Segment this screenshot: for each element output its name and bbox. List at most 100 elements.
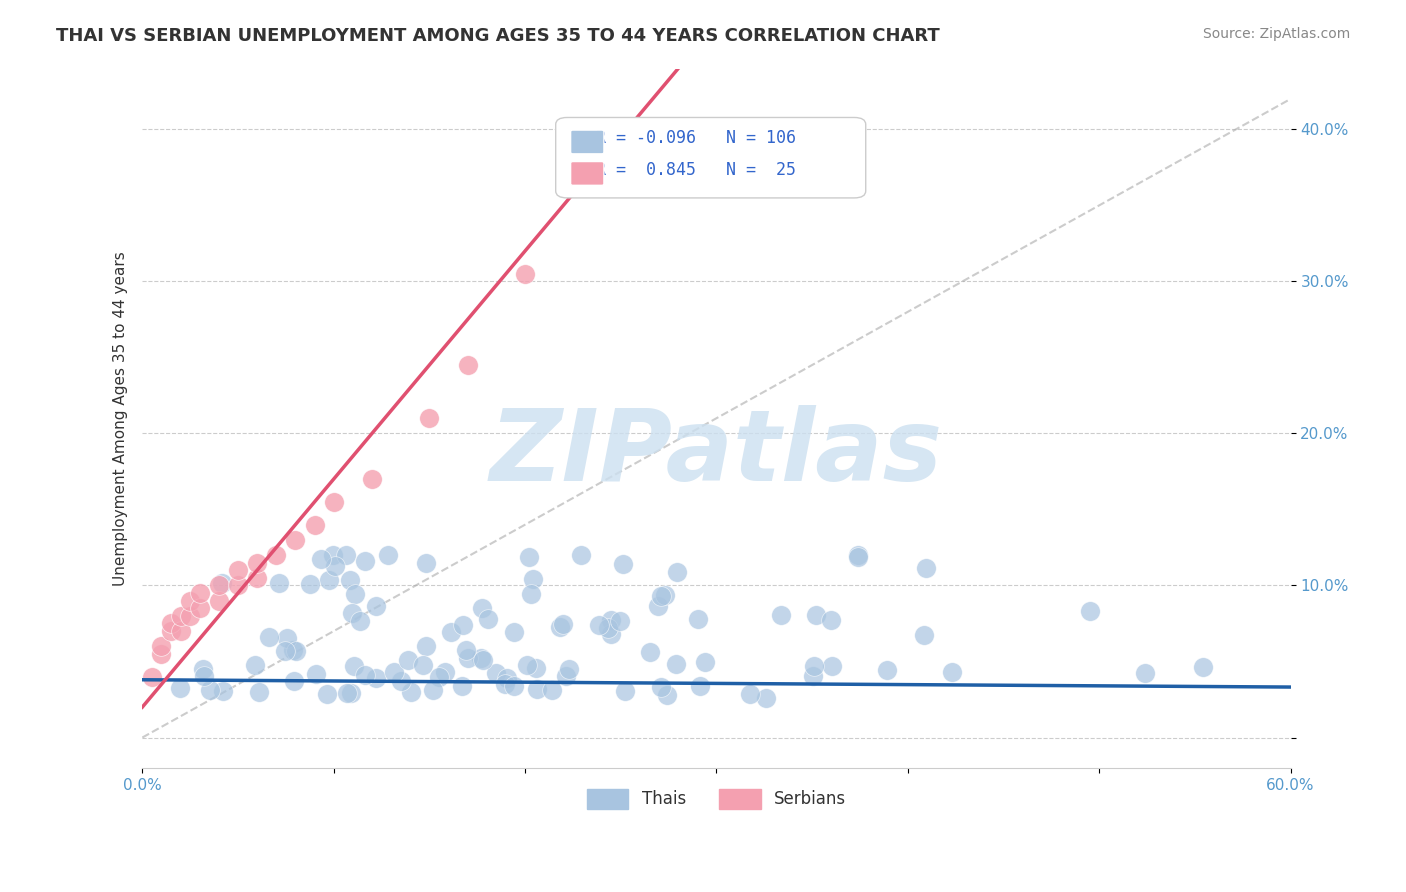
Point <box>548 619 571 633</box>
Point <box>285 644 308 658</box>
Point <box>541 683 564 698</box>
Point <box>454 643 477 657</box>
Point <box>343 658 366 673</box>
Point <box>377 548 399 562</box>
Point <box>516 658 538 673</box>
Point <box>422 682 444 697</box>
Point <box>513 267 536 281</box>
FancyBboxPatch shape <box>571 161 605 186</box>
Point <box>188 601 211 615</box>
Y-axis label: Unemployment Among Ages 35 to 44 years: Unemployment Among Ages 35 to 44 years <box>114 251 128 586</box>
Point <box>1192 660 1215 674</box>
Text: R = -0.096   N = 106: R = -0.096 N = 106 <box>596 129 796 147</box>
Point <box>226 578 249 592</box>
Point <box>283 674 305 689</box>
Point <box>349 615 371 629</box>
Point <box>412 657 434 672</box>
Point <box>396 652 419 666</box>
Point <box>555 669 578 683</box>
Point <box>596 621 619 635</box>
Point <box>485 665 508 680</box>
Text: R =  0.845   N =  25: R = 0.845 N = 25 <box>596 161 796 179</box>
Point <box>820 613 842 627</box>
Point <box>311 552 333 566</box>
Point <box>457 358 479 372</box>
Point <box>141 670 163 684</box>
Point <box>804 608 827 623</box>
Text: THAI VS SERBIAN UNEMPLOYMENT AMONG AGES 35 TO 44 YEARS CORRELATION CHART: THAI VS SERBIAN UNEMPLOYMENT AMONG AGES … <box>56 27 941 45</box>
FancyBboxPatch shape <box>571 130 605 153</box>
Point <box>415 639 437 653</box>
Point <box>246 556 269 570</box>
Point <box>353 668 375 682</box>
Point <box>276 631 298 645</box>
Point <box>340 685 363 699</box>
Point <box>212 684 235 698</box>
Point <box>876 663 898 677</box>
Point <box>267 576 290 591</box>
Point <box>655 688 678 702</box>
Point <box>609 615 631 629</box>
Point <box>477 612 499 626</box>
Point <box>1078 605 1101 619</box>
Point <box>666 566 689 580</box>
Point <box>179 593 201 607</box>
Point <box>399 685 422 699</box>
Point <box>339 573 361 587</box>
Legend: Thais, Serbians: Thais, Serbians <box>579 782 853 815</box>
Point <box>179 608 201 623</box>
Point <box>305 666 328 681</box>
Point <box>650 589 672 603</box>
Point <box>382 665 405 679</box>
Point <box>322 548 344 562</box>
Point <box>526 681 548 696</box>
Point <box>188 586 211 600</box>
Text: Source: ZipAtlas.com: Source: ZipAtlas.com <box>1202 27 1350 41</box>
Point <box>693 655 716 669</box>
Point <box>364 671 387 685</box>
Point <box>686 612 709 626</box>
Point <box>246 571 269 585</box>
Point <box>600 613 623 627</box>
Point <box>569 548 592 562</box>
Point <box>801 669 824 683</box>
Point <box>647 599 669 613</box>
Point <box>340 606 363 620</box>
Point <box>169 624 191 639</box>
Point <box>418 411 440 425</box>
Point <box>336 686 359 700</box>
Point <box>427 670 450 684</box>
Point <box>226 563 249 577</box>
Point <box>245 658 267 673</box>
Point <box>364 599 387 613</box>
Point <box>354 554 377 568</box>
Point <box>249 684 271 698</box>
Point <box>299 576 322 591</box>
Point <box>457 651 479 665</box>
Point <box>471 600 494 615</box>
Point <box>803 659 825 673</box>
Point <box>912 628 935 642</box>
Point <box>361 472 384 486</box>
Point <box>169 608 191 623</box>
Point <box>524 661 547 675</box>
Point <box>689 679 711 693</box>
Point <box>200 683 222 698</box>
Point <box>284 533 307 547</box>
Point <box>322 495 344 509</box>
Point <box>150 640 173 654</box>
Point <box>600 627 623 641</box>
Point <box>208 578 231 592</box>
Point <box>638 645 661 659</box>
Point <box>169 681 191 695</box>
Point <box>451 618 474 632</box>
Point <box>439 624 461 639</box>
Point <box>434 665 457 680</box>
FancyBboxPatch shape <box>555 118 866 198</box>
Point <box>502 679 524 693</box>
Point <box>769 608 792 623</box>
Point <box>612 558 634 572</box>
Point <box>551 617 574 632</box>
Point <box>941 665 963 679</box>
Point <box>316 687 339 701</box>
